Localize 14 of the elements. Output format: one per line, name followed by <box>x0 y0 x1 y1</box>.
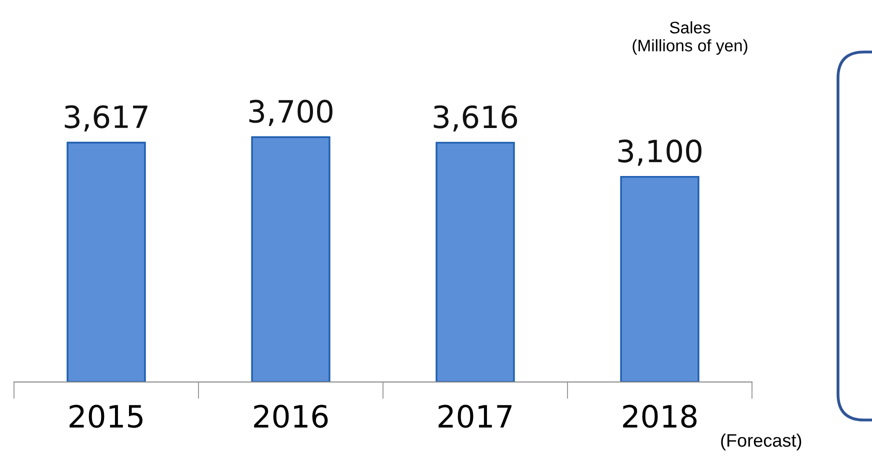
data-label: 3,700 <box>249 100 332 126</box>
data-label: 3,617 <box>64 105 148 132</box>
x-tick-label: 2016 <box>254 404 328 428</box>
bar <box>251 136 330 382</box>
x-tick-label: 2018 <box>623 404 697 428</box>
bar <box>436 142 515 382</box>
bar <box>66 142 146 382</box>
text: (Forecast) <box>721 434 802 450</box>
x-tick-label: 2015 <box>70 404 142 428</box>
x-tick-label: 2017 <box>438 404 512 428</box>
bar <box>620 176 700 382</box>
y-axis-title: Sales (Millions of yen) <box>632 21 748 55</box>
data-label: 3,616 <box>434 105 518 132</box>
data-label: 3,100 <box>618 139 702 166</box>
